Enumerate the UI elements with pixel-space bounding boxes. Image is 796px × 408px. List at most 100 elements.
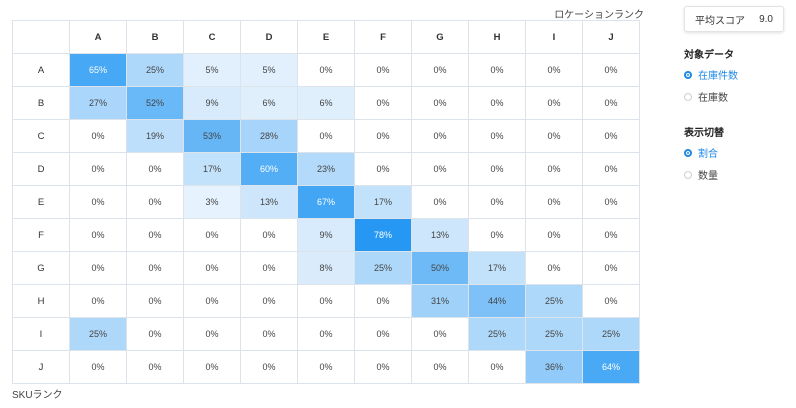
radio-ratio[interactable]: 割合 [684,145,724,160]
matrix-cell: 23% [297,152,355,186]
matrix-cell: 0% [468,218,526,252]
column-header: H [468,20,526,54]
matrix-cell: 0% [582,251,640,285]
matrix-cell: 0% [582,119,640,153]
matrix-cell: 60% [240,152,298,186]
matrix-cell: 0% [525,86,583,120]
radio-quantity-label: 数量 [698,171,718,182]
radio-stock-count-indicator[interactable] [684,70,692,79]
matrix-cell: 0% [126,251,184,285]
matrix-cell: 28% [240,119,298,153]
radio-stock-count-label: 在庫件数 [698,71,738,82]
radio-stock-quantity-indicator[interactable] [684,92,692,101]
column-header: E [297,20,355,54]
matrix-cell: 9% [297,218,355,252]
matrix-cell: 25% [468,317,526,351]
column-header: J [582,20,640,54]
matrix-cell: 0% [69,119,127,153]
column-header: F [354,20,412,54]
display-mode-panel: 表示切替 割合 数量 [684,124,724,189]
matrix-cell: 0% [411,152,469,186]
matrix-cell: 0% [126,152,184,186]
matrix-cell: 25% [525,284,583,318]
matrix-cell: 0% [525,53,583,87]
matrix-cell: 0% [297,350,355,384]
column-header: A [69,20,127,54]
location-rank-axis-label: ロケーションランク [554,10,644,21]
matrix-cell: 0% [468,119,526,153]
matrix-cell: 9% [183,86,241,120]
row-header: B [12,86,70,120]
matrix-cell: 67% [297,185,355,219]
matrix-cell: 0% [126,350,184,384]
matrix-cell: 44% [468,284,526,318]
matrix-cell: 5% [240,53,298,87]
row-header: I [12,317,70,351]
matrix-cell: 0% [183,350,241,384]
matrix-cell: 31% [411,284,469,318]
matrix-row: J 0% 0% 0% 0% 0% 0% 0% 0% 36% 64% [12,350,640,384]
matrix-cell: 0% [468,185,526,219]
matrix-cell: 0% [126,284,184,318]
matrix-row: A 65% 25% 5% 5% 0% 0% 0% 0% 0% 0% [12,53,640,87]
radio-stock-quantity-label: 在庫数 [698,93,728,104]
matrix-cell: 0% [69,185,127,219]
matrix-cell: 17% [183,152,241,186]
row-header: D [12,152,70,186]
corner-cell [12,20,70,54]
average-score-card: 平均スコア 9.0 [684,6,784,32]
matrix-cell: 0% [525,251,583,285]
matrix-cell: 0% [411,86,469,120]
sku-rank-axis-label: SKUランク [12,390,63,401]
matrix-cell: 25% [354,251,412,285]
average-score-label: 平均スコア [695,15,745,27]
matrix-cell: 19% [126,119,184,153]
matrix-cell: 0% [582,284,640,318]
matrix-cell: 36% [525,350,583,384]
matrix-cell: 0% [69,251,127,285]
matrix-cell: 64% [582,350,640,384]
matrix-cell: 0% [297,53,355,87]
radio-quantity[interactable]: 数量 [684,167,724,182]
matrix-cell: 53% [183,119,241,153]
matrix-cell: 25% [525,317,583,351]
matrix-row: C 0% 19% 53% 28% 0% 0% 0% 0% 0% 0% [12,119,640,153]
matrix-cell: 8% [297,251,355,285]
row-header: G [12,251,70,285]
matrix-cell: 0% [240,218,298,252]
row-header: C [12,119,70,153]
matrix-cell: 25% [69,317,127,351]
matrix-cell: 0% [525,218,583,252]
matrix-row: D 0% 0% 17% 60% 23% 0% 0% 0% 0% 0% [12,152,640,186]
matrix-cell: 0% [468,152,526,186]
matrix-cell: 0% [525,119,583,153]
matrix-cell: 17% [468,251,526,285]
row-header: E [12,185,70,219]
column-header: C [183,20,241,54]
matrix-row: E 0% 0% 3% 13% 67% 17% 0% 0% 0% 0% [12,185,640,219]
row-header: A [12,53,70,87]
matrix-cell: 0% [354,317,412,351]
matrix-cell: 6% [297,86,355,120]
matrix-cell: 0% [69,284,127,318]
matrix-cell: 0% [183,317,241,351]
radio-stock-count[interactable]: 在庫件数 [684,67,738,82]
radio-stock-quantity[interactable]: 在庫数 [684,89,738,104]
radio-quantity-indicator[interactable] [684,170,692,179]
matrix-cell: 0% [69,152,127,186]
matrix-cell: 0% [468,86,526,120]
radio-ratio-indicator[interactable] [684,148,692,157]
matrix-cell: 0% [126,185,184,219]
matrix-cell: 3% [183,185,241,219]
matrix-cell: 65% [69,53,127,87]
matrix-cell: 0% [468,350,526,384]
target-data-title: 対象データ [684,50,734,61]
matrix-cell: 0% [183,251,241,285]
matrix-cell: 0% [297,284,355,318]
matrix-cell: 0% [183,284,241,318]
matrix-cell: 0% [582,86,640,120]
matrix-cell: 0% [468,53,526,87]
matrix-cell: 0% [240,350,298,384]
matrix-cell: 0% [240,251,298,285]
